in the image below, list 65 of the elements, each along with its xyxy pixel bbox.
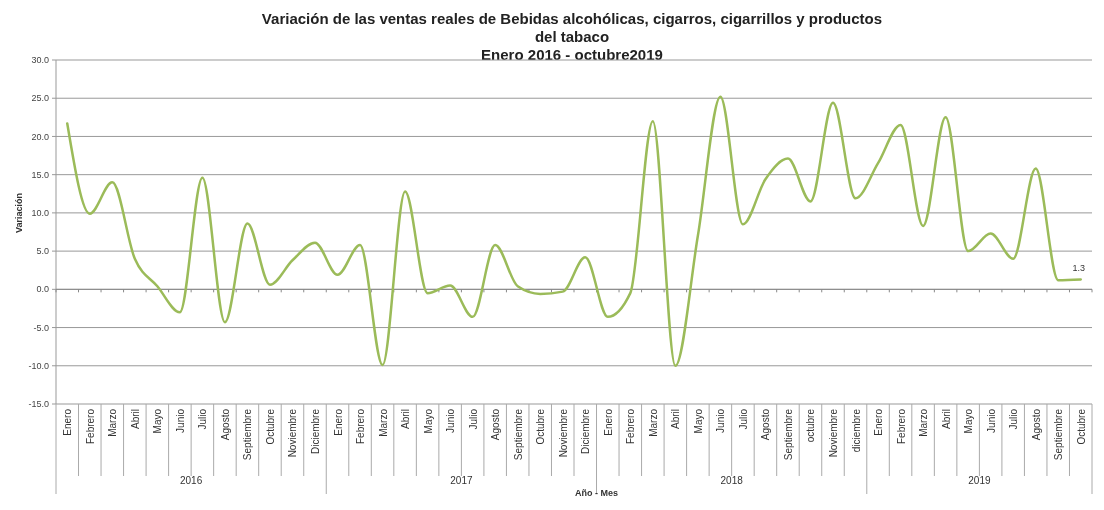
x-tick-label: Junio xyxy=(985,408,997,433)
chart-title: Variación de las ventas reales de Bebidas alcohólicas, cigarros, cigarrillos y productos del tabaco xyxy=(261,10,883,45)
x-tick-label: Febrero xyxy=(625,408,637,445)
x-tick-label: Septiembre xyxy=(242,408,254,461)
x-tick-label: Marzo xyxy=(107,408,119,437)
y-tick-label: 5.0 xyxy=(36,246,49,257)
x-tick-label: Diciembre xyxy=(580,408,592,455)
y-tick-label: 25.0 xyxy=(31,93,49,104)
x-tick-label: Noviembre xyxy=(287,408,299,458)
x-tick-label: Abril xyxy=(670,409,682,430)
x-tick-label: Abril xyxy=(129,409,141,430)
x-tick-label: Julio xyxy=(1008,408,1020,430)
x-tick-label: Mayo xyxy=(422,408,434,434)
x-tick-label: Marzo xyxy=(918,408,930,437)
x-tick-label: Agosto xyxy=(760,408,772,441)
y-axis-title: Variación xyxy=(14,192,24,233)
text: 2017 xyxy=(450,475,473,486)
y-tick-label: -15.0 xyxy=(28,399,49,410)
x-axis-title: Año - Mes xyxy=(575,488,619,498)
data-label: 1.3 xyxy=(1072,263,1085,274)
x-tick-label: Febrero xyxy=(895,408,907,445)
x-tick-label: Noviembre xyxy=(828,408,839,458)
x-tick-label: Julio xyxy=(737,408,749,430)
text: 2016 xyxy=(180,475,203,486)
x-tick-label: Septiembre xyxy=(782,408,794,461)
y-tick-label: 30.0 xyxy=(31,55,49,66)
x-tick-label: Febrero xyxy=(84,408,96,445)
y-tick-label: 0.0 xyxy=(36,284,49,295)
x-tick-label: Abril xyxy=(400,409,412,430)
x-tick-label: Enero xyxy=(62,408,74,436)
x-tick-label: Marzo xyxy=(377,408,389,437)
y-tick-label: 10.0 xyxy=(31,208,49,219)
x-tick-label: Enero xyxy=(332,408,344,436)
x-tick-label: Mayo xyxy=(152,408,164,434)
x-tick-label: Abril xyxy=(940,409,952,430)
y-tick-label: -5.0 xyxy=(33,322,49,333)
x-tick-label: Mayo xyxy=(692,408,704,434)
x-tick-label: Mayo xyxy=(963,408,975,434)
x-tick-label: Enero xyxy=(873,408,885,436)
x-tick-label: Junio xyxy=(174,408,186,433)
x-tick-label: Diciembre xyxy=(310,408,321,455)
x-tick-label: Octubre xyxy=(1075,408,1087,445)
y-tick-label: -10.0 xyxy=(28,360,49,371)
x-tick-label: Septiembre xyxy=(1053,408,1065,461)
x-tick-label: Octubre xyxy=(264,408,276,445)
x-tick-label: Junio xyxy=(445,408,457,433)
x-tick-label: Julio xyxy=(467,408,479,430)
y-tick-label: 20.0 xyxy=(31,131,49,142)
text: 2018 xyxy=(720,475,744,486)
x-tick-label: diciembre xyxy=(850,408,862,453)
x-tick-label: Agosto xyxy=(1030,408,1042,441)
x-tick-label: Febrero xyxy=(355,408,367,445)
y-tick-label: 15.0 xyxy=(31,169,49,180)
x-tick-label: Agosto xyxy=(219,408,231,441)
x-tick-label: Noviembre xyxy=(557,408,569,458)
x-tick-label: Enero xyxy=(602,408,614,436)
x-tick-label: Septiembre xyxy=(512,408,524,461)
x-tick-label: Agosto xyxy=(490,408,502,441)
x-tick-label: Julio xyxy=(197,408,209,430)
chart-subtitle: Enero 2016 - octubre2019 xyxy=(481,46,663,63)
x-tick-label: Marzo xyxy=(647,408,659,437)
x-tick-label: octubre xyxy=(805,408,817,443)
text: 2019 xyxy=(968,475,991,486)
x-tick-label: Junio xyxy=(715,408,727,433)
x-tick-label: Octubre xyxy=(535,408,547,445)
